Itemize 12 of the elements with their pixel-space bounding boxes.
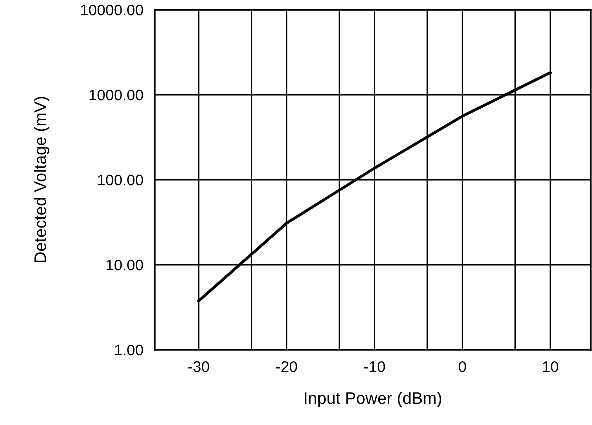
- x-tick-label: -20: [276, 362, 298, 372]
- x-tick-label: -30: [188, 362, 210, 372]
- y-tick-label: 10.00: [106, 260, 144, 271]
- y-tick-label: 10000.00: [81, 4, 144, 16]
- y-axis-title: Detected Voltage (mV): [34, 97, 50, 262]
- y-tick-label: 1000.00: [90, 90, 144, 101]
- x-tick-label: -10: [364, 362, 386, 372]
- x-tick-label: 10: [543, 362, 558, 372]
- x-tick-label: 0: [459, 362, 466, 372]
- y-tick-label: 1.00: [115, 344, 144, 356]
- x-axis-title: Input Power (dBm): [305, 392, 442, 408]
- y-tick-label: 100.00: [98, 174, 144, 186]
